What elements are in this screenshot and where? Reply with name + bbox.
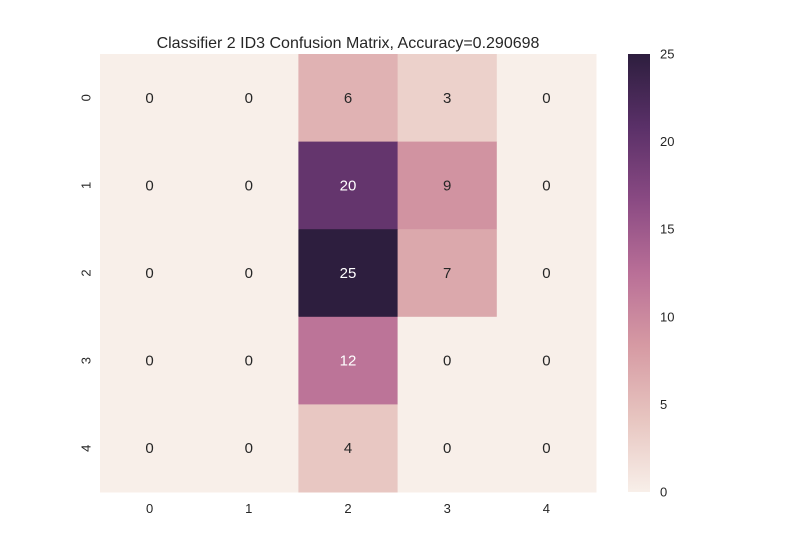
heatmap-cell xyxy=(298,141,399,230)
heatmap-cell xyxy=(397,54,498,143)
heatmap-cell xyxy=(397,141,498,230)
heatmap-cell xyxy=(100,229,200,318)
cell-value-label: 0 xyxy=(542,440,550,457)
x-tick-label: 3 xyxy=(444,501,451,516)
cell-value-label: 0 xyxy=(145,440,153,457)
cell-value-label: 6 xyxy=(344,90,352,107)
heatmap-cell xyxy=(100,316,200,405)
y-axis-ticks: 0 1 2 3 4 xyxy=(79,94,94,452)
cell-value-label: 4 xyxy=(344,440,352,457)
cell-value-label: 0 xyxy=(245,440,253,457)
x-tick-label: 4 xyxy=(543,501,550,516)
cell-value-label: 25 xyxy=(340,265,357,282)
cell-value-label: 0 xyxy=(245,177,253,194)
heatmap-cell xyxy=(298,54,399,143)
colorbar-tick-label: 0 xyxy=(660,485,667,500)
cell-value-label: 0 xyxy=(542,177,550,194)
cell-value-label: 0 xyxy=(145,265,153,282)
heatmap-cell-labels: 0 0 6 3 0 0 0 20 9 0 0 0 25 7 0 0 0 12 0 0 0 0 4 0 0 xyxy=(145,90,550,457)
heatmap-cell xyxy=(100,404,200,493)
colorbar-tick-label: 25 xyxy=(660,47,674,62)
cell-value-label: 9 xyxy=(443,177,451,194)
colorbar-gradient xyxy=(628,54,650,492)
colorbar-tick-label: 5 xyxy=(660,397,667,412)
heatmap-cell xyxy=(100,141,200,230)
cell-value-label: 0 xyxy=(443,440,451,457)
heatmap-cell xyxy=(496,316,597,405)
heatmap-cell xyxy=(199,404,299,493)
heatmap-cell xyxy=(397,229,498,318)
heatmap-cell xyxy=(199,229,299,318)
y-tick-label: 1 xyxy=(79,182,94,189)
x-tick-label: 0 xyxy=(146,501,153,516)
chart-title: Classifier 2 ID3 Confusion Matrix, Accur… xyxy=(157,35,540,52)
heatmap-cell xyxy=(100,54,200,143)
y-tick-label: 3 xyxy=(79,357,94,364)
heatmap-cells xyxy=(100,54,597,493)
x-tick-label: 1 xyxy=(245,501,252,516)
cell-value-label: 3 xyxy=(443,90,451,107)
y-tick-label: 0 xyxy=(79,94,94,101)
cell-value-label: 7 xyxy=(443,265,451,282)
cell-value-label: 20 xyxy=(340,177,357,194)
x-axis-ticks: 0 1 2 3 4 xyxy=(146,501,550,516)
heatmap-cell xyxy=(397,404,498,493)
colorbar: 0 5 10 15 20 25 xyxy=(628,47,674,500)
cell-value-label: 0 xyxy=(245,90,253,107)
heatmap-cell xyxy=(496,141,597,230)
heatmap-cell xyxy=(298,229,399,318)
colorbar-tick-label: 15 xyxy=(660,222,674,237)
cell-value-label: 0 xyxy=(245,353,253,370)
y-tick-label: 2 xyxy=(79,269,94,276)
heatmap-cell xyxy=(397,316,498,405)
cell-value-label: 0 xyxy=(145,177,153,194)
colorbar-tick-label: 20 xyxy=(660,134,674,149)
colorbar-tick-label: 10 xyxy=(660,309,674,324)
cell-value-label: 0 xyxy=(145,353,153,370)
heatmap-cell xyxy=(199,54,299,143)
heatmap-cell xyxy=(496,404,597,493)
x-tick-label: 2 xyxy=(344,501,351,516)
heatmap-cell xyxy=(496,229,597,318)
heatmap-cell xyxy=(298,316,399,405)
cell-value-label: 0 xyxy=(542,265,550,282)
cell-value-label: 0 xyxy=(245,265,253,282)
cell-value-label: 0 xyxy=(145,90,153,107)
heatmap-cell xyxy=(496,54,597,143)
cell-value-label: 0 xyxy=(542,90,550,107)
heatmap-cell xyxy=(199,316,299,405)
cell-value-label: 0 xyxy=(443,353,451,370)
heatmap-cell xyxy=(199,141,299,230)
cell-value-label: 12 xyxy=(340,353,357,370)
cell-value-label: 0 xyxy=(542,353,550,370)
heatmap-cell xyxy=(298,404,399,493)
y-tick-label: 4 xyxy=(79,445,94,452)
